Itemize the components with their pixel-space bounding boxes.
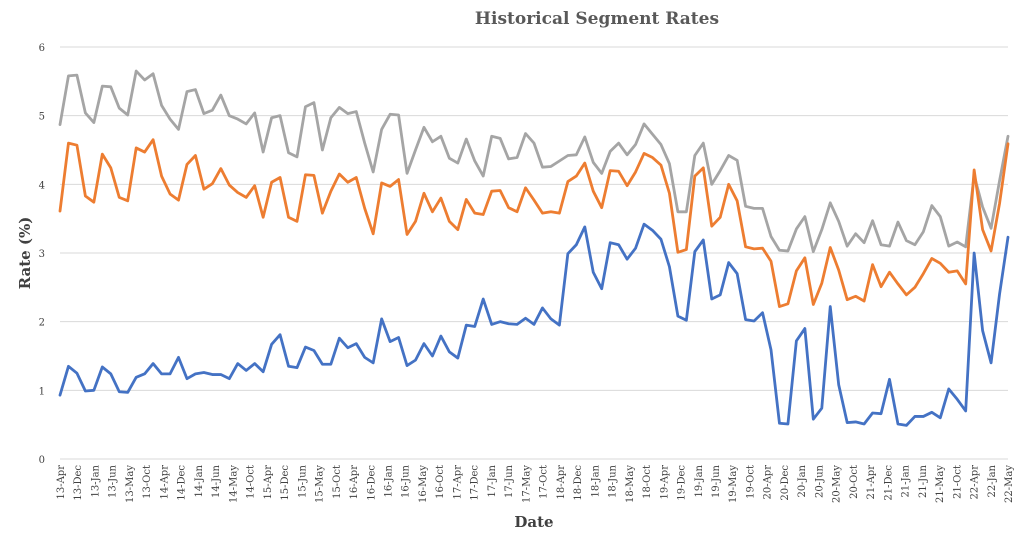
x-tick-label: 20-Jun: [814, 464, 825, 498]
x-tick-label: 17-Dec: [470, 465, 481, 501]
x-tick-label: 21-Apr: [866, 465, 877, 500]
x-tick-label: 17-Jun: [504, 464, 515, 498]
x-tick-label: 15-Oct: [332, 465, 343, 499]
x-tick-label: 15-Jun: [297, 464, 308, 498]
x-tick-label: 22-Jan: [987, 464, 998, 497]
x-tick-label: 16-May: [418, 465, 429, 503]
series-lines: [58, 69, 1010, 427]
series-line-3: [58, 222, 1010, 427]
x-tick-label: 14-Jun: [211, 464, 222, 498]
y-axis-title: Rate (%): [16, 217, 34, 290]
x-tick-label: 17-May: [521, 465, 532, 503]
x-tick-label: 14-Apr: [159, 465, 170, 500]
x-tick-label: 20-Oct: [849, 465, 860, 499]
y-tick-label: 5: [39, 112, 45, 123]
x-tick-label: 17-Oct: [539, 465, 550, 499]
x-tick-label: 22-May: [1004, 465, 1015, 503]
x-tick-label: 17-Jan: [487, 464, 498, 497]
y-tick-label: 3: [39, 249, 45, 260]
x-tick-label: 14-Oct: [246, 465, 257, 499]
x-tick-label: 14-Dec: [177, 465, 188, 501]
x-tick-label: 15-Dec: [280, 465, 291, 501]
x-tick-label: 16-Jan: [383, 464, 394, 497]
x-tick-label: 18-May: [625, 465, 636, 503]
x-tick-label: 19-Oct: [745, 465, 756, 499]
x-tick-label: 13-Dec: [73, 465, 84, 501]
y-tick-label: 4: [39, 180, 45, 191]
x-tick-label: 21-May: [935, 465, 946, 503]
y-axis-ticks: 0 1 2 3 4 5 6: [39, 43, 45, 466]
chart-title: Historical Segment Rates: [475, 9, 719, 29]
x-tick-label: 14-May: [228, 465, 239, 503]
x-axis-ticks: 13-Apr 13-Dec 13-Jan 13-Jun 13-May 13-Oct 14-A…: [56, 464, 1015, 503]
x-tick-label: 18-Apr: [556, 465, 567, 500]
x-tick-label: 19-Apr: [659, 465, 670, 500]
x-tick-label: 19-Jun: [711, 464, 722, 498]
x-tick-label: 16-Apr: [349, 465, 360, 500]
x-tick-label: 19-Jan: [694, 464, 705, 497]
series-line-2: [58, 138, 1010, 308]
x-tick-label: 13-May: [125, 465, 136, 503]
y-tick-label: 6: [39, 43, 45, 54]
x-tick-label: 18-Jun: [608, 464, 619, 498]
x-tick-label: 13-Oct: [142, 465, 153, 499]
x-tick-label: 16-Jun: [401, 464, 412, 498]
x-tick-label: 18-Dec: [573, 465, 584, 501]
series-line-1: [58, 69, 1010, 254]
x-tick-label: 21-Jan: [901, 464, 912, 497]
x-tick-label: 15-Apr: [263, 465, 274, 500]
x-tick-label: 20-Jan: [797, 464, 808, 497]
y-tick-label: 0: [39, 455, 45, 466]
x-tick-label: 20-Apr: [763, 465, 774, 500]
x-tick-label: 15-May: [315, 465, 326, 503]
x-tick-label: 19-May: [728, 465, 739, 503]
x-tick-label: 21-Dec: [883, 465, 894, 501]
x-tick-label: 13-Jan: [90, 464, 101, 497]
x-tick-label: 17-Apr: [452, 465, 463, 500]
x-tick-label: 22-Apr: [970, 465, 981, 500]
x-tick-label: 21-Oct: [952, 465, 963, 499]
x-tick-label: 16-Dec: [366, 465, 377, 501]
x-tick-label: 18-Jan: [590, 464, 601, 497]
y-tick-label: 2: [39, 318, 45, 329]
x-tick-label: 14-Jan: [194, 464, 205, 497]
x-tick-label: 20-May: [832, 465, 843, 503]
x-tick-label: 13-Jun: [108, 464, 119, 498]
x-tick-label: 18-Oct: [642, 465, 653, 499]
x-tick-label: 21-Jun: [918, 464, 929, 498]
x-axis-title: Date: [514, 513, 553, 531]
x-tick-label: 13-Apr: [56, 465, 67, 500]
x-tick-label: 20-Dec: [780, 465, 791, 501]
x-tick-label: 16-Oct: [435, 465, 446, 499]
y-tick-label: 1: [39, 386, 45, 397]
x-tick-label: 19-Dec: [677, 465, 688, 501]
